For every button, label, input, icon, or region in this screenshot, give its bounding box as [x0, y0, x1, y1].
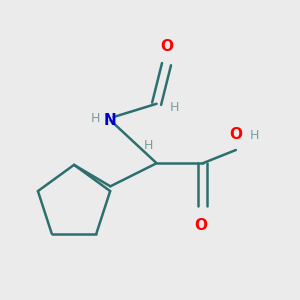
- Text: H: H: [91, 112, 100, 125]
- Text: O: O: [230, 127, 242, 142]
- Text: H: H: [144, 139, 153, 152]
- Text: H: H: [249, 129, 259, 142]
- Text: O: O: [160, 39, 173, 54]
- Text: N: N: [104, 113, 117, 128]
- Text: O: O: [195, 218, 208, 233]
- Text: H: H: [170, 100, 179, 114]
